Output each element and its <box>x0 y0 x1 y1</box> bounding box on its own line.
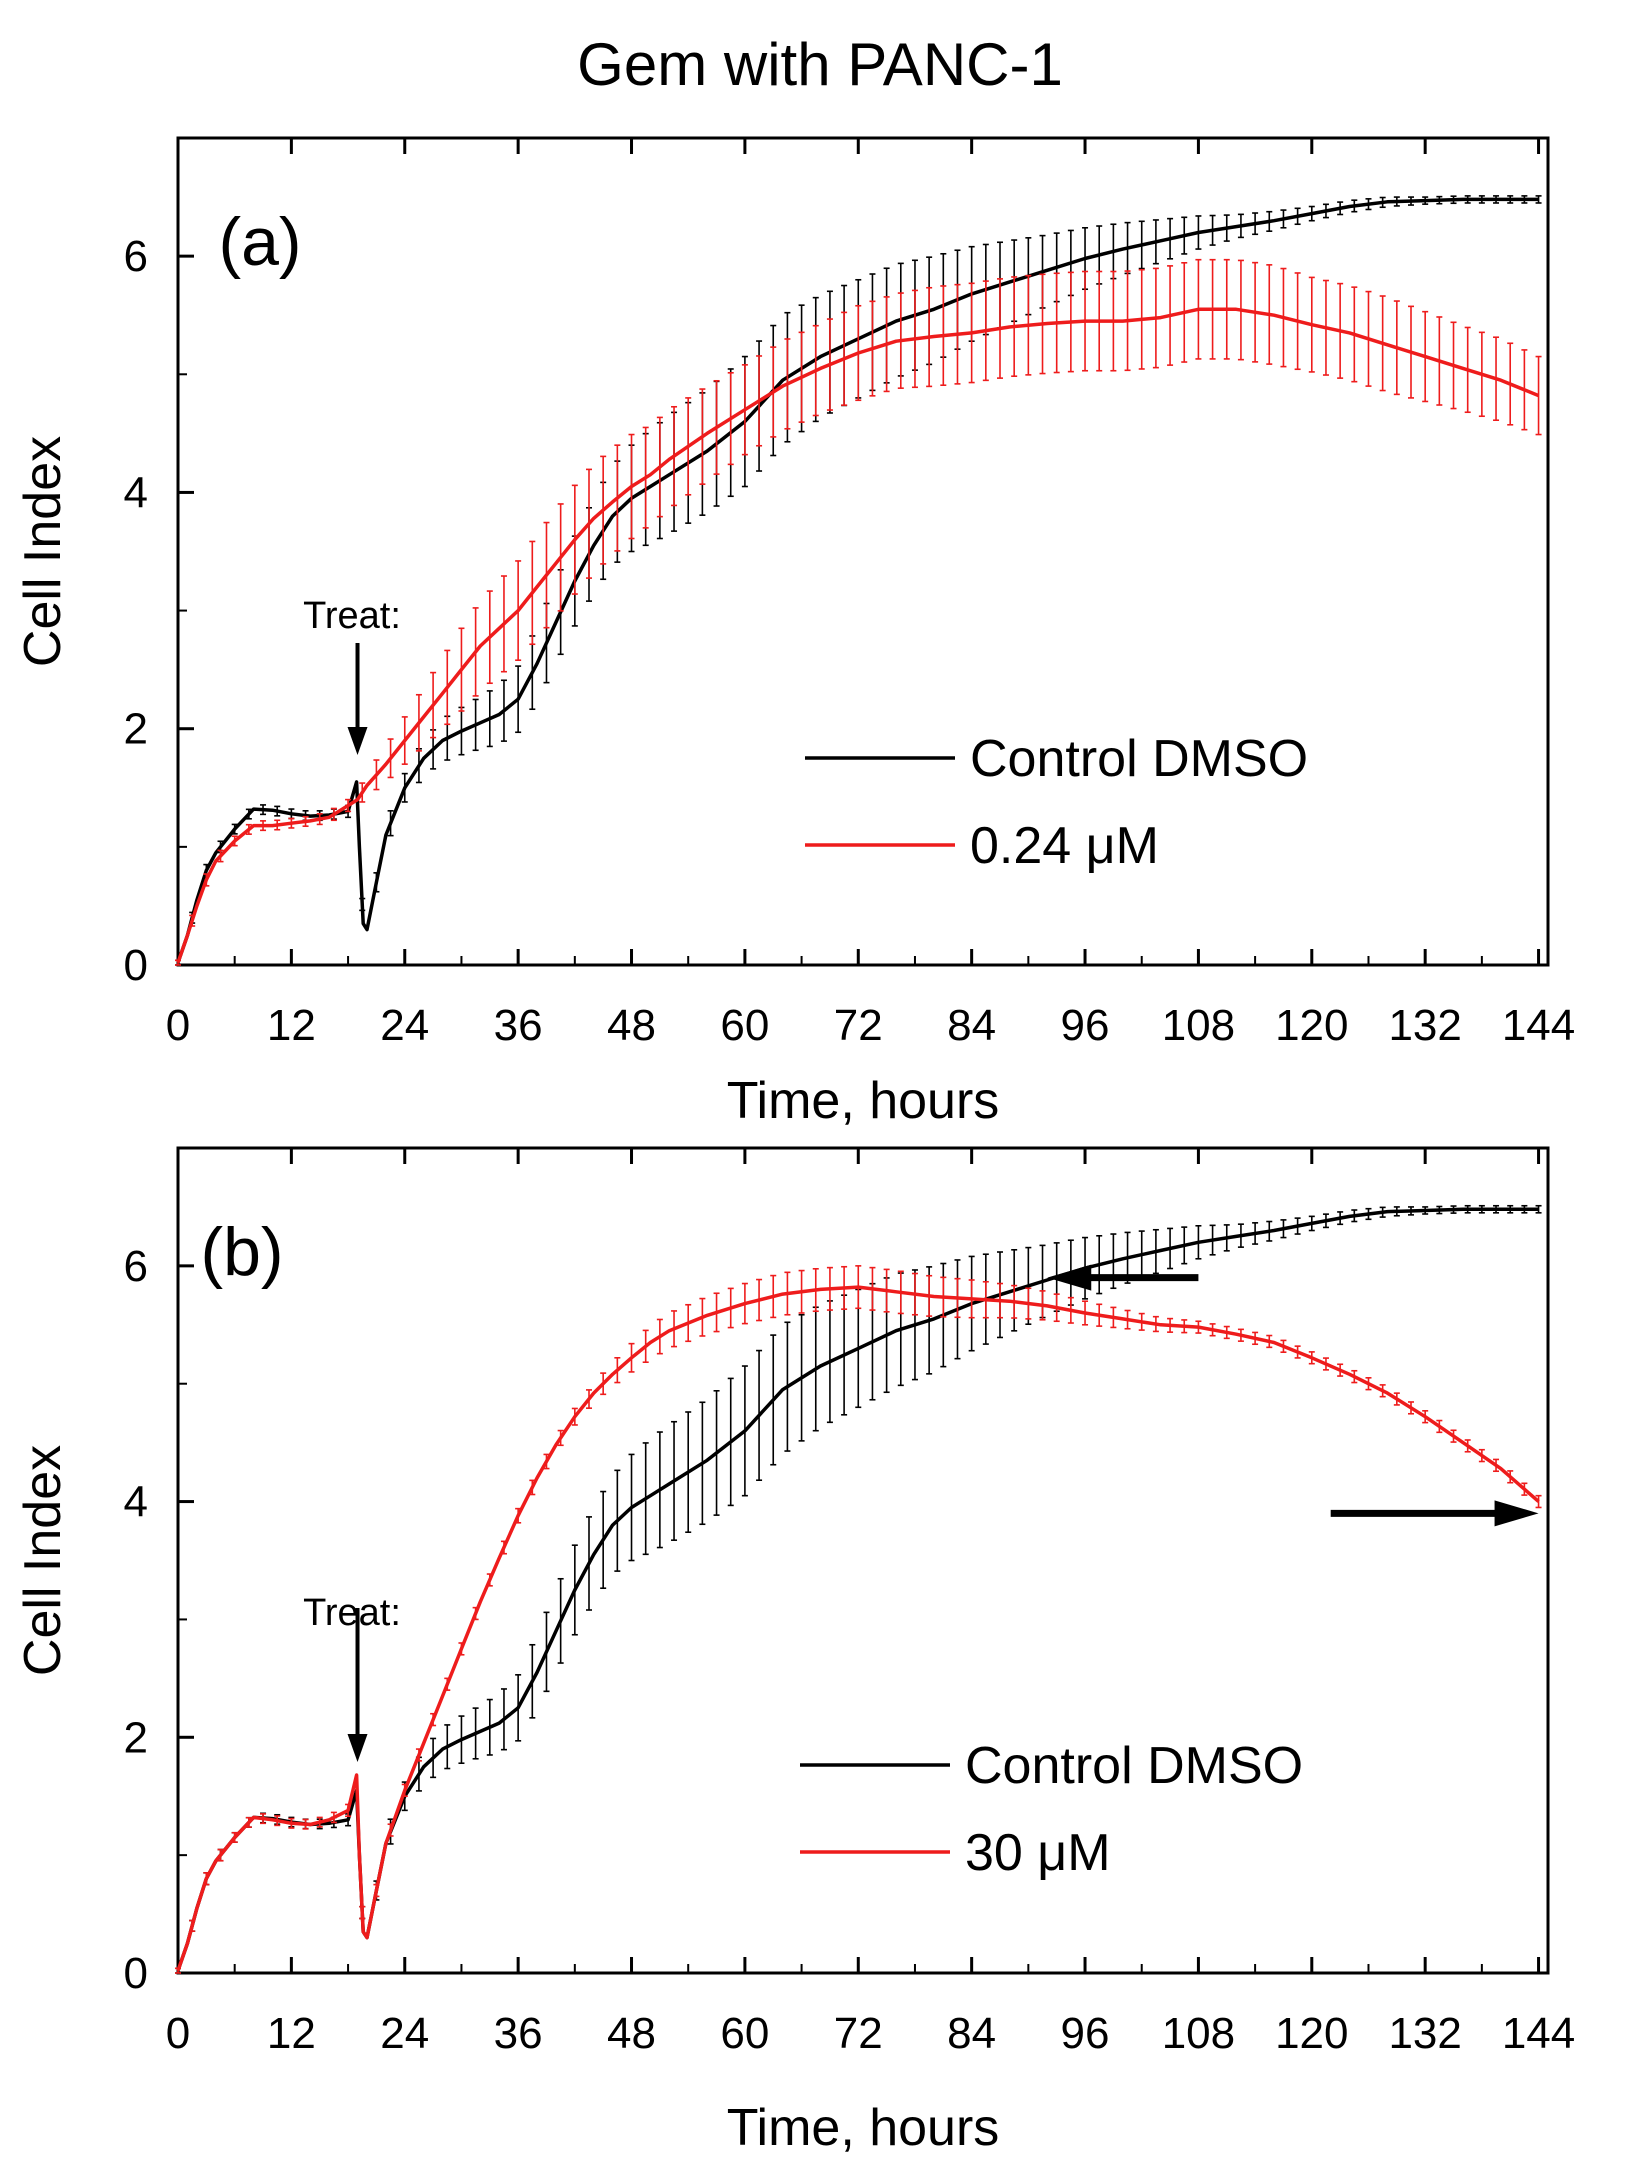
x-tick-label: 84 <box>947 1001 996 1050</box>
x-axis-label: Time, hours <box>727 1072 1000 1130</box>
y-tick-label: 2 <box>124 705 148 754</box>
series-control <box>175 1204 1542 1974</box>
treat-annotation: Treat: <box>303 1592 401 1634</box>
x-axis-label: Time, hours <box>727 2099 1000 2157</box>
x-tick-label: 132 <box>1388 2009 1461 2058</box>
x-tick-label: 108 <box>1162 2009 1235 2058</box>
y-tick-label: 2 <box>124 1713 148 1762</box>
legend-label: Control DMSO <box>965 1737 1303 1795</box>
series-line <box>176 1285 1540 1972</box>
series-treatment <box>175 1265 1542 1974</box>
x-tick-label: 132 <box>1388 1001 1461 1050</box>
x-tick-label: 120 <box>1275 1001 1348 1050</box>
x-tick-label: 24 <box>380 1001 429 1050</box>
series-line <box>176 307 1540 964</box>
y-tick-label: 6 <box>124 232 148 281</box>
highlight-arrow-head <box>1047 1264 1092 1291</box>
plot-frame <box>176 1146 1550 1975</box>
x-tick-label: 96 <box>1061 1001 1110 1050</box>
y-tick-label: 0 <box>124 1949 148 1998</box>
x-tick-label: 24 <box>380 2009 429 2058</box>
x-tick-label: 12 <box>267 1001 316 1050</box>
x-tick-label: 36 <box>494 2009 543 2058</box>
legend-label: Control DMSO <box>970 730 1308 788</box>
x-tick-label: 72 <box>834 2009 883 2058</box>
treat-arrow-head <box>347 1734 368 1762</box>
plot-frame <box>176 136 1550 967</box>
x-tick-label: 60 <box>720 1001 769 1050</box>
series-line <box>176 197 1539 964</box>
x-tick-label: 0 <box>166 2009 190 2058</box>
x-tick-label: 72 <box>834 1001 883 1050</box>
x-tick-label: 108 <box>1162 1001 1235 1050</box>
y-tick-label: 4 <box>124 1478 148 1527</box>
legend-label: 0.24 μM <box>970 817 1159 875</box>
x-tick-label: 120 <box>1275 2009 1348 2058</box>
x-tick-label: 96 <box>1061 2009 1110 2058</box>
x-tick-label: 0 <box>166 1001 190 1050</box>
x-tick-label: 48 <box>607 1001 656 1050</box>
panel-label: (b) <box>200 1214 283 1290</box>
series-treatment <box>175 258 1542 966</box>
y-axis-label: Cell Index <box>14 1445 72 1676</box>
y-tick-label: 6 <box>124 1242 148 1291</box>
x-tick-label: 36 <box>494 1001 543 1050</box>
highlight-arrow-head <box>1494 1500 1539 1527</box>
x-tick-label: 144 <box>1502 1001 1575 1050</box>
y-axis-label: Cell Index <box>14 436 72 667</box>
figure-title: Gem with PANC-1 <box>577 31 1063 98</box>
panel-label: (a) <box>218 204 301 280</box>
x-tick-label: 144 <box>1502 2009 1575 2058</box>
y-tick-label: 0 <box>124 941 148 990</box>
legend-label: 30 μM <box>965 1824 1111 1882</box>
x-tick-label: 84 <box>947 2009 996 2058</box>
x-tick-label: 60 <box>720 2009 769 2058</box>
y-tick-label: 4 <box>124 468 148 517</box>
x-tick-label: 48 <box>607 2009 656 2058</box>
treat-annotation: Treat: <box>303 595 401 637</box>
x-tick-label: 12 <box>267 2009 316 2058</box>
treat-arrow-head <box>347 727 368 755</box>
